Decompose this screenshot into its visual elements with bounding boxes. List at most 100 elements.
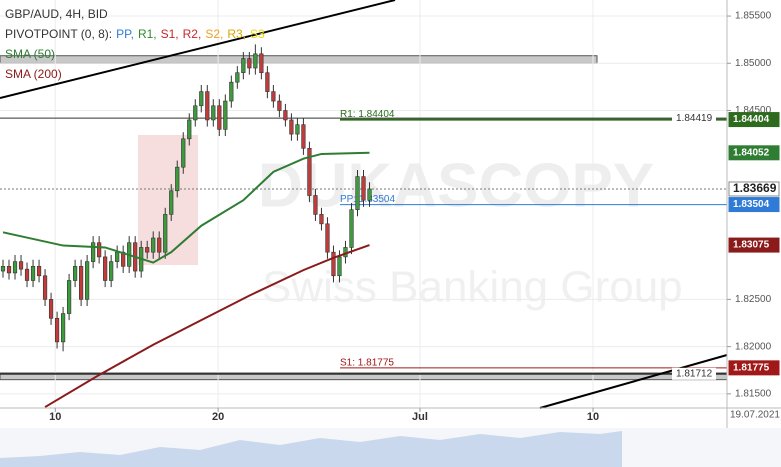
indicator-item: S3 — [250, 27, 265, 41]
candle-body — [337, 256, 342, 277]
candle-body — [24, 268, 30, 281]
y-tick-label: 1.81500 — [735, 388, 772, 399]
candle-body — [217, 105, 222, 130]
candle-body — [367, 188, 372, 201]
candle-body — [115, 251, 120, 262]
trend-line — [0, 0, 396, 99]
candle-body — [103, 256, 108, 281]
candle-body — [79, 266, 84, 300]
y-tick-label: 1.82500 — [735, 294, 772, 305]
y-tick-label: 1.85000 — [735, 58, 772, 69]
candle-body — [18, 261, 24, 270]
candle-body — [193, 105, 198, 121]
indicator-item: S2, — [205, 27, 223, 41]
sma-line — [44, 244, 370, 408]
candle-body — [169, 190, 174, 215]
price-tag-label: 1.81775 — [733, 363, 770, 374]
price-tag — [728, 181, 780, 197]
watermark-brand: DUKASCOPY — [258, 151, 654, 220]
candle-body — [175, 166, 180, 192]
candle-body — [97, 242, 102, 258]
candle-body — [73, 266, 78, 281]
candle-body — [355, 176, 360, 210]
candle-body — [109, 261, 114, 281]
candle-body — [163, 214, 168, 253]
price-tag — [728, 360, 780, 376]
y-tick-label: 1.84500 — [735, 105, 772, 116]
candle-body — [145, 247, 150, 253]
line-label-bg — [672, 367, 716, 380]
watermark-logo — [138, 135, 198, 265]
candle-body — [54, 317, 60, 343]
price-tag — [728, 197, 780, 213]
candle-body — [271, 91, 276, 102]
candle-body — [223, 100, 228, 130]
candle-body — [313, 195, 318, 215]
candle-body — [151, 237, 156, 253]
candle-body — [325, 223, 330, 253]
candle-body — [0, 266, 6, 272]
indicator-item: R1, — [138, 27, 157, 41]
candle-body — [229, 81, 234, 102]
x-tick-label: 10 — [587, 411, 599, 423]
trend-line — [539, 354, 728, 409]
price-axis — [727, 0, 781, 428]
y-tick-label: 1.85500 — [735, 11, 772, 22]
candle-body — [36, 266, 42, 277]
candle-body — [253, 53, 258, 69]
candle-body — [85, 261, 90, 300]
candle-body — [199, 91, 204, 107]
candle-body — [6, 266, 12, 274]
candle-body — [361, 176, 366, 201]
candle-body — [307, 147, 312, 196]
candle-body — [301, 124, 306, 149]
price-tag — [728, 112, 780, 128]
x-tick-label: 10 — [49, 411, 61, 423]
legend-entry: SMA (200) — [5, 67, 62, 81]
price-tag — [728, 237, 780, 253]
candle-body — [187, 119, 192, 140]
x-tick-label: Jul — [412, 411, 428, 423]
candle-body — [66, 280, 72, 314]
candle-body — [235, 72, 240, 83]
candle-body — [60, 313, 66, 343]
price-tag-label: 1.83075 — [733, 240, 770, 251]
candle-body — [42, 275, 48, 300]
overlay: 1.85500 1.85000 1.84500 1.82500 1.82000 1.815… — [49, 11, 780, 423]
line-label: 1.84419 — [676, 113, 713, 124]
candle-body — [30, 266, 36, 281]
indicator-legend: PIVOTPOINT (0, 8): PP, R1, S1, R2, S2, R3, S3 SM… — [5, 27, 265, 81]
candle-body — [283, 110, 288, 121]
candle-body — [91, 242, 96, 262]
price-tag-label: 1.83504 — [733, 199, 770, 210]
price-tag — [728, 145, 780, 161]
y-tick-label: 1.82000 — [735, 341, 772, 352]
candle-body — [349, 209, 354, 248]
date-label: 19.07.2021 — [730, 410, 780, 421]
candle-body — [247, 58, 252, 69]
indicator-label: PIVOTPOINT (0, 8): — [5, 27, 112, 41]
watermark-tagline: Swiss Banking Group — [262, 263, 683, 312]
candle-body — [295, 124, 300, 135]
navigator-area — [0, 431, 622, 467]
indicator-item: S1, — [161, 27, 179, 41]
pivot-label: R1: 1.84404 — [340, 109, 395, 120]
price-tag-label: 1.84052 — [733, 147, 770, 158]
pivot-label: S1: 1.81775 — [340, 358, 394, 369]
line-label-bg — [672, 112, 716, 125]
indicator-item: PP, — [116, 27, 134, 41]
x-tick-label: 20 — [212, 411, 224, 423]
line-label: 1.81712 — [676, 368, 713, 379]
chart-title: GBP/AUD, 4H, BID — [5, 7, 108, 21]
legend-entry: SMA (50) — [5, 47, 55, 61]
candle-body — [181, 138, 186, 168]
indicator-item: R2, — [183, 27, 202, 41]
candle-body — [241, 58, 246, 74]
candle-body — [211, 105, 216, 121]
candle-body — [157, 237, 162, 253]
candle-body — [331, 251, 336, 277]
indicator-item: R3, — [227, 27, 246, 41]
